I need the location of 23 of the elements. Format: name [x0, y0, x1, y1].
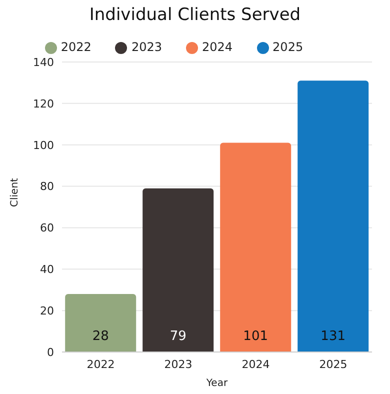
chart-title: Individual Clients Served — [88, 5, 302, 25]
legend-label: 2024 — [202, 40, 233, 54]
data-label: 131 — [320, 329, 346, 344]
y-tick-label: 140 — [33, 56, 54, 69]
x-tick-label: 2023 — [164, 358, 192, 371]
y-tick-label: 100 — [33, 138, 54, 152]
y-tick-label: 120 — [33, 97, 54, 110]
x-tick-label: 2022 — [86, 358, 115, 371]
data-label: 28 — [92, 329, 109, 344]
y-tick-label: 80 — [40, 180, 54, 194]
y-axis-title: Client — [10, 178, 21, 207]
legend-label: 2023 — [131, 40, 162, 54]
x-tick-label: 2024 — [242, 358, 270, 371]
y-tick-label: 20 — [40, 304, 54, 318]
y-tick-label: 40 — [40, 263, 54, 276]
data-label: 101 — [243, 329, 268, 344]
y-tick-label: 0 — [47, 346, 54, 359]
x-axis-title: Year — [205, 378, 228, 389]
legend-label: 2025 — [272, 40, 304, 54]
y-tick-label: 60 — [40, 222, 54, 235]
x-tick-label: 2025 — [319, 358, 348, 371]
data-label: 79 — [170, 329, 186, 344]
legend-label: 2022 — [60, 40, 92, 54]
